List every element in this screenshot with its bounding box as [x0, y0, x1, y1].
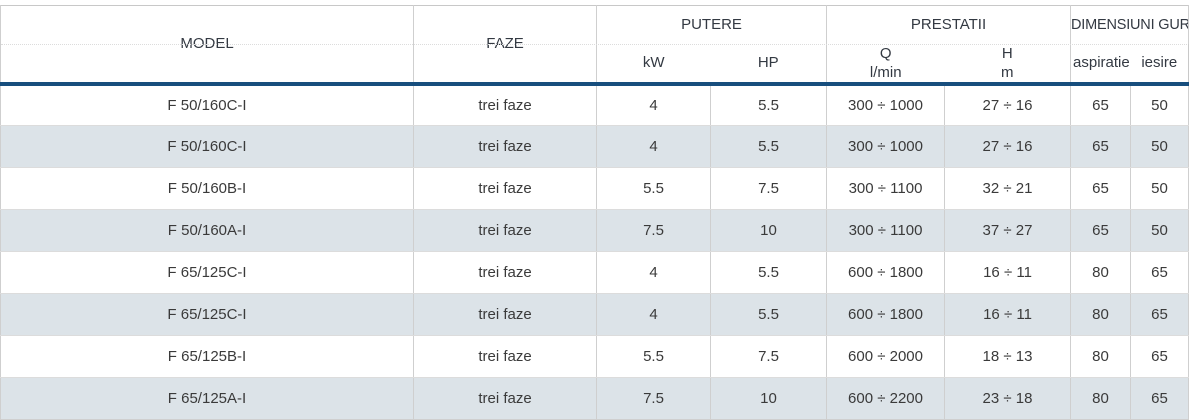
col-group-putere: PUTERE [596, 5, 827, 44]
cell-model: F 50/160A-I [0, 209, 414, 252]
cell-hp: 7.5 [710, 167, 827, 210]
cell-model: F 65/125C-I [0, 293, 414, 336]
cell-kw: 7.5 [596, 209, 711, 252]
cell-h: 37 ÷ 27 [943, 209, 1072, 252]
cell-iesire: 65 [1130, 293, 1189, 336]
cell-faze: trei faze [413, 83, 597, 126]
cell-faze: trei faze [413, 335, 597, 378]
cell-faze: trei faze [413, 209, 597, 252]
cell-q: 300 ÷ 1000 [826, 125, 945, 168]
q-label: Q [879, 44, 892, 62]
cell-aspiratie: 80 [1070, 377, 1132, 420]
cell-kw: 4 [596, 125, 711, 168]
col-header-aspiratie: aspiratie [1070, 43, 1131, 86]
cell-kw: 5.5 [596, 167, 711, 210]
cell-iesire: 65 [1130, 377, 1189, 420]
cell-hp: 5.5 [710, 125, 827, 168]
cell-q: 600 ÷ 2200 [826, 377, 945, 420]
col-header-iesire: iesire [1130, 43, 1189, 86]
table-row: F 50/160C-I trei faze 4 5.5 300 ÷ 1000 2… [0, 125, 1189, 168]
cell-aspiratie: 65 [1070, 83, 1132, 126]
table-row: F 65/125C-I trei faze 4 5.5 600 ÷ 1800 1… [0, 251, 1189, 294]
cell-aspiratie: 80 [1070, 293, 1132, 336]
cell-faze: trei faze [413, 167, 597, 210]
cell-model: F 50/160C-I [0, 83, 414, 126]
cell-q: 300 ÷ 1100 [826, 167, 945, 210]
col-header-faze: FAZE [413, 5, 597, 86]
h-unit: m [1001, 63, 1014, 81]
cell-q: 600 ÷ 1800 [826, 293, 945, 336]
cell-hp: 7.5 [710, 335, 827, 378]
cell-iesire: 65 [1130, 335, 1189, 378]
cell-h: 27 ÷ 16 [943, 83, 1072, 126]
cell-h: 27 ÷ 16 [943, 125, 1072, 168]
col-header-kw: kW [596, 43, 711, 86]
cell-hp: 5.5 [710, 83, 827, 126]
cell-iesire: 50 [1130, 209, 1189, 252]
cell-q: 300 ÷ 1100 [826, 209, 945, 252]
cell-model: F 50/160C-I [0, 125, 414, 168]
cell-aspiratie: 65 [1070, 167, 1132, 210]
h-label: H [1001, 44, 1013, 62]
cell-aspiratie: 65 [1070, 125, 1132, 168]
table-row: F 50/160C-I trei faze 4 5.5 300 ÷ 1000 2… [0, 83, 1189, 126]
cell-iesire: 50 [1130, 125, 1189, 168]
cell-aspiratie: 80 [1070, 335, 1132, 378]
col-group-dimensiuni-guri: DIMENSIUNI GURI [1070, 5, 1189, 44]
cell-model: F 65/125C-I [0, 251, 414, 294]
col-header-model: MODEL [0, 5, 414, 86]
table-body: F 50/160C-I trei faze 4 5.5 300 ÷ 1000 2… [0, 83, 1189, 420]
cell-aspiratie: 65 [1070, 209, 1132, 252]
cell-faze: trei faze [413, 293, 597, 336]
cell-q: 600 ÷ 2000 [826, 335, 945, 378]
header-group-row: MODEL FAZE PUTERE PRESTATII DIMENSIUNI G… [0, 5, 1189, 86]
cell-model: F 65/125A-I [0, 377, 414, 420]
cell-model: F 65/125B-I [0, 335, 414, 378]
table-row: F 65/125A-I trei faze 7.5 10 600 ÷ 2200 … [0, 377, 1189, 420]
cell-hp: 5.5 [710, 293, 827, 336]
header-sub-row: kW HP Q l/min H m aspiratie iesire [1, 43, 1189, 86]
spec-table: MODEL FAZE PUTERE PRESTATII DIMENSIUNI G… [0, 5, 1189, 420]
cell-h: 18 ÷ 13 [943, 335, 1072, 378]
cell-kw: 5.5 [596, 335, 711, 378]
cell-h: 16 ÷ 11 [943, 293, 1072, 336]
q-unit: l/min [869, 63, 902, 81]
cell-faze: trei faze [413, 125, 597, 168]
cell-kw: 4 [596, 83, 711, 126]
cell-kw: 7.5 [596, 377, 711, 420]
col-header-hp: HP [710, 43, 827, 86]
cell-hp: 10 [710, 209, 827, 252]
cell-h: 32 ÷ 21 [943, 167, 1072, 210]
cell-iesire: 50 [1130, 167, 1189, 210]
table-row: F 65/125C-I trei faze 4 5.5 600 ÷ 1800 1… [0, 293, 1189, 336]
cell-aspiratie: 80 [1070, 251, 1132, 294]
cell-model: F 50/160B-I [0, 167, 414, 210]
cell-iesire: 65 [1130, 251, 1189, 294]
cell-kw: 4 [596, 251, 711, 294]
cell-h: 16 ÷ 11 [943, 251, 1072, 294]
cell-hp: 10 [710, 377, 827, 420]
table-row: F 65/125B-I trei faze 5.5 7.5 600 ÷ 2000… [0, 335, 1189, 378]
table-row: F 50/160A-I trei faze 7.5 10 300 ÷ 1100 … [0, 209, 1189, 252]
cell-faze: trei faze [413, 377, 597, 420]
col-header-h: H m [944, 43, 1072, 86]
cell-q: 600 ÷ 1800 [826, 251, 945, 294]
cell-faze: trei faze [413, 251, 597, 294]
table-header: MODEL FAZE PUTERE PRESTATII DIMENSIUNI G… [0, 5, 1189, 86]
col-group-prestatii: PRESTATII [825, 5, 1072, 44]
cell-kw: 4 [596, 293, 711, 336]
table-row: F 50/160B-I trei faze 5.5 7.5 300 ÷ 1100… [0, 167, 1189, 210]
cell-h: 23 ÷ 18 [943, 377, 1072, 420]
cell-iesire: 50 [1130, 83, 1189, 126]
cell-hp: 5.5 [710, 251, 827, 294]
col-header-q: Q l/min [826, 43, 945, 86]
cell-q: 300 ÷ 1000 [826, 83, 945, 126]
